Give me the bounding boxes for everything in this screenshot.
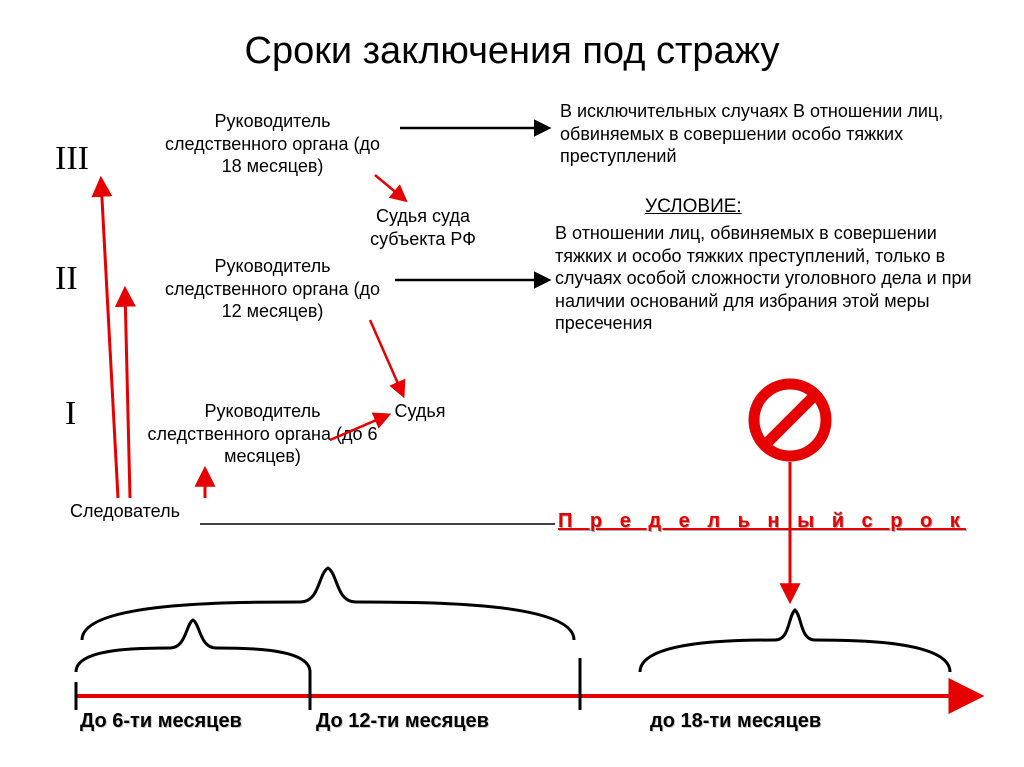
timeline-6-label: До 6-ти месяцев <box>80 710 242 733</box>
prohibition-icon <box>754 384 826 456</box>
judge-label: Судья <box>380 400 460 423</box>
roman-one: I <box>65 395 76 433</box>
roman-three: III <box>55 140 89 178</box>
head-6-label: Руководитель следственного органа (до 6 … <box>145 400 380 468</box>
head-18-label: Руководитель следственного органа (до 18… <box>155 110 390 178</box>
limit-label: П р е д е л ь н ы й с р о к <box>558 510 966 533</box>
condition-title: УСЛОВИЕ: <box>645 195 742 219</box>
condition-body: В отношении лиц, обвиняемых в совершении… <box>555 222 985 335</box>
roman-two: II <box>55 260 78 298</box>
head-12-label: Руководитель следственного органа (до 12… <box>155 255 390 323</box>
page-title: Сроки заключения под стражу <box>0 30 1024 73</box>
investigator-label: Следователь <box>50 500 200 523</box>
timeline-18-label: до 18-ти месяцев <box>650 710 821 733</box>
timeline-12-label: До 12-ти месяцев <box>316 710 489 733</box>
exceptional-text: В исключительных случаях В отношении лиц… <box>560 100 960 168</box>
subject-judge-label: Судья суда субъекта РФ <box>348 205 498 250</box>
